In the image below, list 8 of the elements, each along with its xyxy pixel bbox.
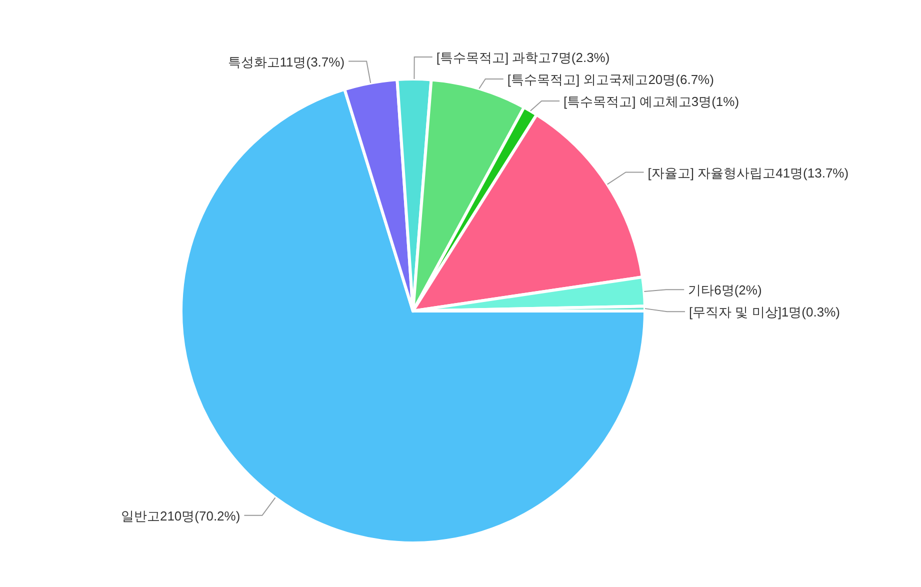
slice-label: 특성화고11명(3.7%): [228, 54, 345, 70]
slice-label: [무직자 및 미상]1명(0.3%): [688, 304, 840, 320]
slice-label: [특수목적고] 과학고7명(2.3%): [436, 50, 610, 66]
slice-label: [특수목적고] 외고국제고20명(6.7%): [507, 72, 714, 88]
slice-label: 기타6명(2%): [688, 282, 762, 298]
slice-label: 일반고210명(70.2%): [120, 508, 240, 524]
slice-label: [특수목적고] 예고체고3명(1%): [564, 94, 740, 110]
slice-label: [자율고] 자율형사립고41명(13.7%): [648, 165, 849, 180]
